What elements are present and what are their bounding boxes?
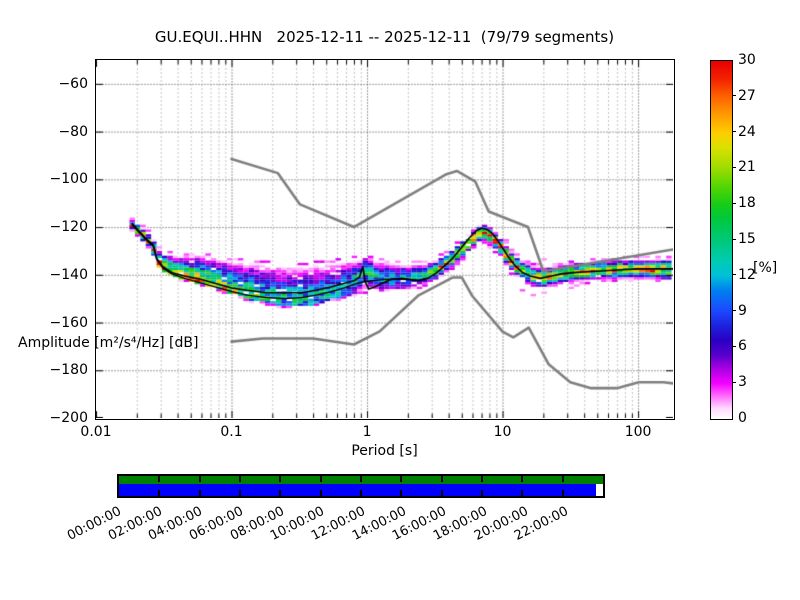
timeline-tick-mark [481, 490, 483, 496]
timeline-coverage-bar [117, 474, 605, 498]
colorbar-tick-label: 15 [738, 231, 756, 247]
timeline-tick-mark [561, 490, 564, 496]
x-tick-label: 10 [493, 424, 512, 440]
colorbar-tick-label: 6 [738, 338, 747, 355]
y-tick-label: −160 [49, 314, 88, 331]
colorbar-label: [%] [753, 257, 777, 276]
x-tick-label: 1 [362, 424, 372, 440]
colorbar-tick-label: 12 [738, 266, 756, 283]
timeline-data-fill [119, 484, 596, 496]
plot-frame [95, 59, 675, 420]
y-tick-label: −100 [49, 171, 88, 188]
x-axis-label: Period [s] [351, 443, 418, 459]
colorbar-tick-label: 27 [738, 87, 756, 104]
colorbar-tick-label: 30 [738, 52, 756, 68]
colorbar-tick-label: 24 [738, 123, 756, 140]
y-tick-label: −140 [49, 266, 88, 283]
timeline-tick-mark [561, 476, 564, 482]
timeline-tick-mark [158, 476, 161, 482]
colorbar-tick-label: 21 [738, 159, 756, 176]
timeline-tick-mark [400, 476, 403, 482]
colorbar-gradient [710, 60, 733, 420]
timeline-tick-mark [198, 490, 201, 496]
colorbar-tick-mark [732, 95, 736, 97]
x-tick-label: 0.01 [80, 424, 112, 440]
ppsd-histogram-canvas [96, 60, 673, 418]
colorbar-tick-label: 9 [738, 302, 747, 319]
colorbar-tick-mark [732, 131, 736, 133]
timeline-tick-mark [319, 490, 322, 496]
y-tick-label: −200 [49, 410, 88, 426]
colorbar-tick-label: 0 [738, 410, 747, 426]
colorbar-tick-mark [732, 238, 736, 240]
timeline-tick-mark [198, 476, 201, 482]
y-tick-label: −60 [58, 75, 88, 92]
colorbar-label-text: [%] [753, 260, 778, 276]
y-tick-label: −120 [49, 219, 88, 236]
x-tick-label: 0.1 [220, 424, 243, 440]
timeline-tick-mark [440, 476, 443, 482]
colorbar-tick-mark [732, 310, 736, 312]
timeline-tick-mark [279, 476, 282, 482]
timeline-tick-mark [239, 476, 241, 482]
y-tick-label: −180 [49, 362, 88, 379]
colorbar-tick-mark [732, 202, 736, 204]
timeline-tick-mark [440, 490, 443, 496]
timeline-tick-mark [521, 476, 524, 482]
timeline-tick-mark [360, 490, 362, 496]
colorbar-tick-mark [732, 345, 736, 347]
timeline-tick-mark [400, 490, 403, 496]
colorbar-tick-mark [732, 381, 736, 383]
colorbar-tick-label: 3 [738, 374, 747, 391]
timeline-tick-mark [279, 490, 282, 496]
timeline-tick-mark [239, 490, 241, 496]
plot-title: GU.EQUI..HHN 2025-12-11 -- 2025-12-11 (7… [154, 28, 615, 46]
colorbar-tick-mark [732, 166, 736, 168]
timeline-tick-mark [319, 476, 322, 482]
colorbar-tick-mark [732, 274, 736, 276]
y-tick-label: −80 [58, 123, 88, 140]
colorbar-tick-label: 18 [738, 195, 756, 212]
timeline-tick-mark [158, 490, 161, 496]
timeline-tick-mark [360, 476, 362, 482]
x-tick-label: 100 [624, 424, 652, 440]
timeline-tick-mark [521, 490, 524, 496]
timeline-tick-mark [481, 476, 483, 482]
